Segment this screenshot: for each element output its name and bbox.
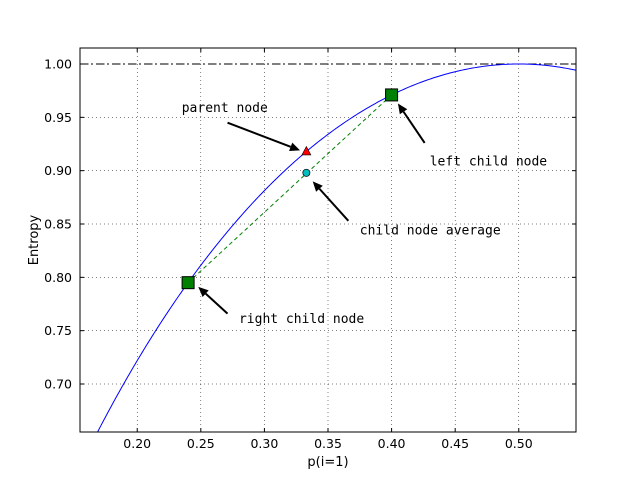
x-tick-label: 0.45 bbox=[441, 436, 469, 451]
plot-area bbox=[80, 63, 576, 432]
x-tick-label: 0.20 bbox=[123, 436, 151, 451]
left-child-node-arrow bbox=[402, 111, 426, 144]
right-child-node-arrow bbox=[204, 292, 229, 315]
right-child-node-marker bbox=[181, 276, 195, 290]
x-tick-label: 0.25 bbox=[187, 436, 215, 451]
left-child-node-arrowhead bbox=[397, 103, 408, 115]
entropy-curve bbox=[97, 63, 576, 432]
y-tick-label: 0.75 bbox=[44, 323, 72, 338]
right-child-node-label: right child node bbox=[239, 312, 364, 327]
y-tick-label: 1.00 bbox=[44, 57, 72, 72]
parent-node-arrowhead bbox=[289, 142, 301, 152]
axes: 0.20 0.25 0.30 0.35 0.40 0.45 0.50 0.70 0.75 0.80… bbox=[44, 47, 577, 451]
y-tick-label: 0.90 bbox=[44, 163, 72, 178]
child-node-average-marker bbox=[302, 168, 311, 177]
parent-node-marker bbox=[301, 145, 312, 156]
parent-node-label: parent node bbox=[182, 101, 268, 116]
y-tick-label: 0.85 bbox=[44, 217, 72, 232]
x-tick-label: 0.40 bbox=[378, 436, 406, 451]
child-node-average-arrowhead bbox=[312, 181, 323, 192]
y-tick-label: 0.70 bbox=[44, 377, 72, 392]
x-tick-label: 0.35 bbox=[314, 436, 342, 451]
child-node-average-label: child node average bbox=[360, 224, 501, 239]
y-axis-title: Entropy bbox=[27, 214, 42, 265]
left-child-node-label: left child node bbox=[430, 154, 548, 169]
x-tick-label: 0.50 bbox=[505, 436, 533, 451]
parent-node-arrow bbox=[227, 121, 292, 148]
x-axis-title: p(i=1) bbox=[307, 455, 348, 470]
annotations: parent node left child node child node ave… bbox=[182, 101, 548, 327]
left-child-node-marker bbox=[385, 88, 399, 102]
right-child-node-arrowhead bbox=[198, 286, 209, 297]
x-tick-label: 0.30 bbox=[250, 436, 278, 451]
y-tick-label: 0.80 bbox=[44, 270, 72, 285]
y-tick-label: 0.95 bbox=[44, 110, 72, 125]
child-node-average-arrow bbox=[318, 188, 350, 222]
